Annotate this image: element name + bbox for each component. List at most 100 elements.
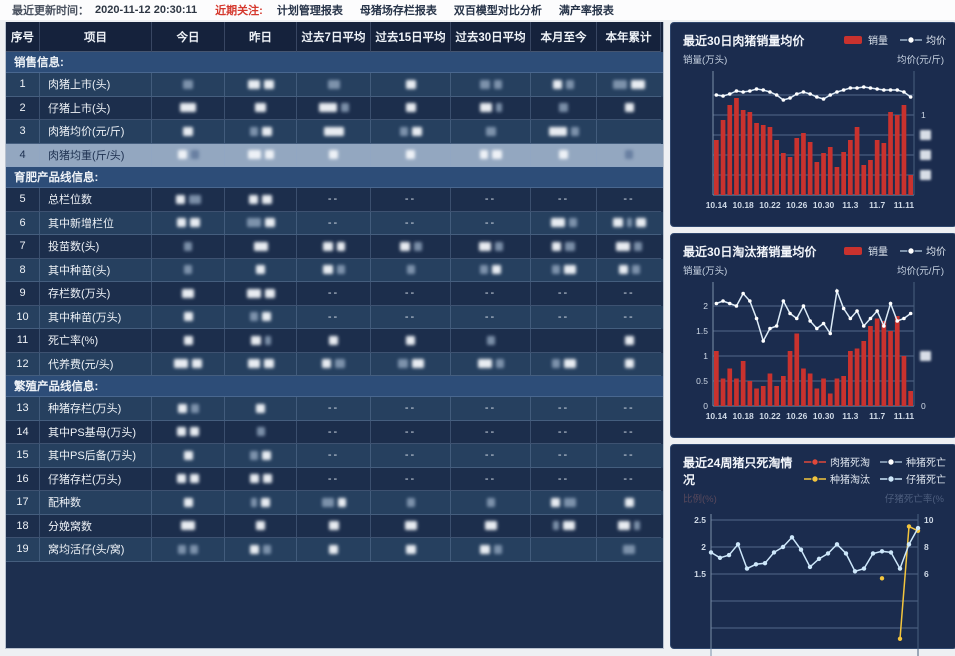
table-row[interactable]: 15 其中PS后备(万头) -- -- -- -- -- bbox=[6, 444, 663, 468]
data-point[interactable] bbox=[762, 561, 768, 566]
data-point[interactable] bbox=[915, 525, 921, 531]
table-row[interactable]: 3 肉猪均价(元/斤) bbox=[6, 120, 663, 144]
bar[interactable] bbox=[848, 351, 853, 406]
report-tab-2[interactable]: 双百模型对比分析 bbox=[453, 5, 542, 17]
data-point[interactable] bbox=[879, 576, 885, 581]
bar[interactable] bbox=[874, 140, 880, 195]
table-row[interactable]: 9 存栏数(万头) -- -- -- -- -- bbox=[6, 282, 663, 306]
bar[interactable] bbox=[894, 115, 900, 195]
bar[interactable] bbox=[740, 361, 746, 406]
table-row[interactable]: 18 分娩窝数 bbox=[6, 514, 663, 538]
bar[interactable] bbox=[714, 140, 719, 195]
bar[interactable] bbox=[848, 140, 853, 195]
bar[interactable] bbox=[861, 341, 867, 406]
bar[interactable] bbox=[720, 378, 726, 407]
bar[interactable] bbox=[801, 368, 806, 407]
data-point[interactable] bbox=[906, 542, 912, 547]
data-point[interactable] bbox=[798, 547, 804, 552]
legend-item-种猪死亡[interactable]: 种猪死亡 bbox=[880, 454, 946, 469]
bar[interactable] bbox=[781, 376, 786, 406]
data-point[interactable] bbox=[906, 524, 912, 529]
legend-item-销量[interactable]: 销量 bbox=[842, 32, 888, 47]
bar[interactable] bbox=[901, 356, 907, 406]
legend-item-均价[interactable]: 均价 bbox=[900, 32, 946, 47]
table-row[interactable]: 1 肉猪上市(头) bbox=[6, 73, 663, 97]
bar[interactable] bbox=[868, 160, 873, 195]
data-point[interactable] bbox=[861, 566, 867, 571]
legend-item-肉猪死淘[interactable]: 肉猪死淘 bbox=[804, 454, 870, 469]
bar[interactable] bbox=[781, 153, 786, 195]
bar[interactable] bbox=[787, 351, 793, 406]
report-tab-1[interactable]: 母猪场存栏报表 bbox=[359, 5, 437, 17]
data-point[interactable] bbox=[744, 566, 750, 571]
bar[interactable] bbox=[787, 157, 793, 195]
bar[interactable] bbox=[794, 333, 800, 407]
bar[interactable] bbox=[881, 143, 887, 195]
table-row[interactable]: 7 投苗数(头) bbox=[6, 235, 663, 259]
report-tab-3[interactable]: 满产率报表 bbox=[558, 5, 614, 17]
table-row[interactable]: 12 代养费(元/头) bbox=[6, 352, 663, 376]
data-point[interactable] bbox=[825, 551, 831, 556]
bar[interactable] bbox=[874, 318, 880, 407]
data-point[interactable] bbox=[834, 542, 840, 547]
bar[interactable] bbox=[861, 165, 867, 195]
bar[interactable] bbox=[881, 321, 887, 406]
bar[interactable] bbox=[774, 140, 779, 195]
data-point[interactable] bbox=[870, 551, 876, 556]
data-point[interactable] bbox=[807, 564, 813, 570]
bar[interactable] bbox=[868, 326, 873, 406]
table-row[interactable]: 16 仔猪存栏(万头) -- -- -- -- -- bbox=[6, 467, 663, 491]
data-point[interactable] bbox=[789, 535, 795, 540]
table-row[interactable]: 13 种猪存栏(万头) -- -- -- -- -- bbox=[6, 397, 663, 421]
data-point[interactable] bbox=[897, 566, 903, 571]
bar[interactable] bbox=[760, 386, 766, 406]
report-tab-0[interactable]: 计划管理报表 bbox=[276, 5, 343, 17]
bar[interactable] bbox=[801, 133, 806, 195]
table-row[interactable]: 11 死亡率(%) bbox=[6, 329, 663, 353]
bar[interactable] bbox=[814, 388, 820, 407]
table-row[interactable]: 6 其中新增栏位 -- -- -- bbox=[6, 211, 663, 235]
bar[interactable] bbox=[888, 112, 893, 195]
data-point[interactable] bbox=[726, 552, 732, 558]
bar[interactable] bbox=[908, 175, 913, 195]
bar[interactable] bbox=[834, 167, 840, 195]
table-row[interactable]: 4 肉猪均重(斤/头) bbox=[6, 143, 663, 167]
bar[interactable] bbox=[760, 125, 766, 195]
table-row[interactable]: 8 其中种苗(头) bbox=[6, 258, 663, 282]
bar[interactable] bbox=[901, 105, 907, 195]
data-point[interactable] bbox=[717, 555, 723, 560]
bar[interactable] bbox=[747, 112, 753, 195]
table-row[interactable]: 19 窝均活仔(头/窝) bbox=[6, 538, 663, 562]
bar[interactable] bbox=[854, 348, 860, 407]
bar[interactable] bbox=[754, 123, 759, 195]
bar[interactable] bbox=[740, 110, 746, 195]
bar[interactable] bbox=[734, 98, 739, 195]
bar[interactable] bbox=[714, 351, 719, 406]
bar[interactable] bbox=[814, 162, 820, 195]
data-point[interactable] bbox=[816, 556, 822, 562]
bar[interactable] bbox=[841, 152, 846, 195]
bar[interactable] bbox=[821, 378, 826, 407]
bar[interactable] bbox=[834, 378, 840, 407]
legend-item-种猪淘汰[interactable]: 种猪淘汰 bbox=[804, 471, 870, 486]
legend-item-均价[interactable]: 均价 bbox=[900, 243, 946, 258]
data-point[interactable] bbox=[879, 549, 885, 554]
data-point[interactable] bbox=[852, 569, 858, 574]
table-row[interactable]: 10 其中种苗(万头) -- -- -- -- -- bbox=[6, 305, 663, 329]
bar[interactable] bbox=[821, 153, 826, 195]
table-row[interactable]: 14 其中PS基母(万头) -- -- -- -- -- bbox=[6, 420, 663, 444]
bar[interactable] bbox=[727, 368, 733, 407]
bar[interactable] bbox=[747, 381, 753, 406]
table-row[interactable]: 2 仔猪上市(头) bbox=[6, 96, 663, 120]
bar[interactable] bbox=[807, 142, 813, 195]
bar[interactable] bbox=[827, 147, 833, 195]
bar[interactable] bbox=[908, 391, 913, 406]
bar[interactable] bbox=[727, 105, 733, 195]
bar[interactable] bbox=[794, 138, 800, 195]
bar[interactable] bbox=[854, 127, 860, 195]
bar[interactable] bbox=[767, 127, 773, 195]
table-row[interactable]: 5 总栏位数 -- -- -- -- -- bbox=[6, 188, 663, 212]
legend-item-仔猪死亡[interactable]: 仔猪死亡 bbox=[880, 471, 946, 486]
data-point[interactable] bbox=[735, 542, 741, 547]
bar[interactable] bbox=[734, 378, 739, 407]
